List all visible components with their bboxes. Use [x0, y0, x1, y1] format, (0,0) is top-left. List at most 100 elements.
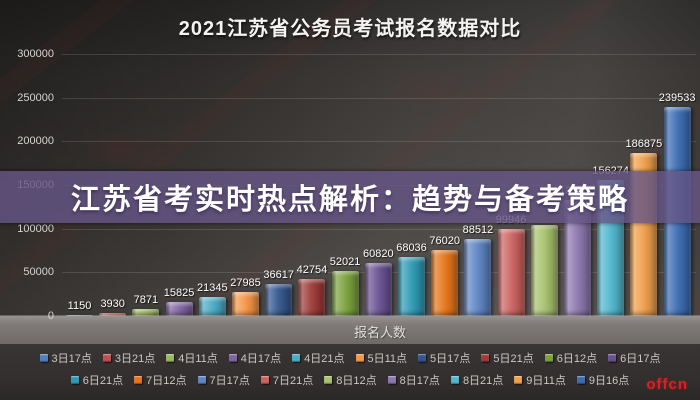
gridline [62, 228, 696, 230]
legend-swatch-icon [228, 354, 237, 362]
bar-7日21点 [497, 229, 525, 316]
legend-label: 6日12点 [556, 353, 598, 365]
legend-label: 4日11点 [178, 353, 218, 365]
bar-value-label: 27985 [230, 277, 261, 289]
chart-floor [0, 316, 700, 344]
legend-swatch-icon [292, 354, 301, 362]
bar-value-label: 42754 [296, 264, 328, 276]
bar-value-label: 239533 [658, 92, 696, 104]
legend-item-8日12点: 8日12点 [324, 372, 377, 388]
legend-item-7日21点: 7日21点 [260, 372, 314, 388]
legend-swatch-icon [197, 376, 206, 384]
bar-value-label: 52021 [329, 256, 361, 268]
bar-4日17点 [165, 302, 193, 316]
bar-5日11点 [232, 292, 259, 316]
y-axis-tick-label: 0 [47, 310, 54, 322]
legend-swatch-icon [70, 376, 79, 384]
bar-value-label: 36617 [263, 269, 294, 281]
bar-6日12点 [331, 271, 359, 316]
legend-swatch-icon [608, 354, 617, 362]
legend-swatch-icon [102, 354, 111, 362]
legend-label: 4日17点 [240, 353, 282, 365]
chart-title: 2021江苏省公务员考试报名数据对比 [178, 18, 522, 40]
headline-banner: 江苏省考实时热点解析：趋势与备考策略 [0, 171, 700, 223]
legend-swatch-icon [514, 376, 523, 384]
legend-item-5日17点: 5日17点 [418, 350, 470, 366]
legend-label: 3日21点 [114, 353, 156, 365]
legend-swatch-icon [355, 354, 364, 362]
bar-4日11点 [132, 309, 160, 316]
bar-value-label: 68036 [396, 242, 427, 254]
legend-swatch-icon [387, 376, 396, 384]
y-axis-tick-label: 100000 [17, 222, 54, 235]
legend-row-2: 6日21点 7日12点 7日17点 7日21点 8日12点 8日17点 8日21点 9日11点… [0, 372, 700, 388]
legend-swatch-icon [39, 354, 48, 362]
legend-item-8日21点: 8日21点 [450, 372, 504, 388]
bar-3日21点 [99, 313, 127, 316]
legend-item-8日17点: 8日17点 [387, 372, 440, 388]
bar-value-label: 186875 [625, 138, 663, 150]
legend-item-9日11点: 9日11点 [514, 372, 566, 388]
legend-swatch-icon [450, 376, 459, 384]
legend-item-6日21点: 6日21点 [70, 372, 124, 388]
legend-row-1: 3日17点 3日21点 4日11点 4日17点 4日21点 5日11点 5日17点 5日21点… [0, 350, 700, 366]
y-axis-tick-label: 200000 [17, 135, 54, 148]
legend-item-3日21点: 3日21点 [102, 350, 156, 366]
gridline [62, 54, 696, 55]
bar-value-label: 76020 [429, 235, 460, 247]
legend-label: 5日11点 [367, 353, 408, 365]
legend-swatch-icon [576, 376, 585, 384]
y-axis-tick-label: 300000 [17, 48, 54, 60]
legend-label: 8日17点 [399, 375, 440, 387]
legend-item-5日21点: 5日21点 [481, 350, 534, 366]
legend-label: 7日21点 [272, 375, 314, 387]
bar-6日17点 [364, 263, 392, 316]
bar-5日17点 [265, 284, 293, 316]
legend-label: 9日16点 [588, 375, 630, 387]
offcn-watermark: offcn [646, 376, 688, 393]
legend-item-3日17点: 3日17点 [39, 350, 92, 366]
legend-label: 4日21点 [304, 353, 345, 365]
legend-swatch-icon [418, 354, 427, 362]
legend-swatch-icon [134, 376, 143, 384]
bar-value-label: 1150 [67, 300, 92, 312]
legend-swatch-icon [544, 354, 553, 362]
legend-label: 8日12点 [336, 375, 377, 387]
bar-3日17点 [66, 315, 93, 316]
y-axis-tick-label: 50000 [23, 266, 54, 279]
legend-label: 5日17点 [430, 353, 471, 365]
bar-value-label: 60820 [363, 248, 394, 260]
legend-item-7日17点: 7日17点 [197, 372, 250, 388]
legend-label: 3日17点 [51, 353, 92, 365]
legend-label: 7日17点 [209, 375, 250, 387]
legend-swatch-icon [260, 376, 269, 384]
y-axis-tick-label: 250000 [17, 91, 54, 104]
legend-item-4日17点: 4日17点 [228, 350, 282, 366]
bar-8日12点 [530, 225, 558, 316]
bar-7日12点 [431, 250, 459, 316]
bar-value-label: 7871 [133, 294, 159, 306]
legend-item-5日11点: 5日11点 [355, 350, 408, 366]
legend-label: 9日11点 [526, 375, 566, 387]
legend-swatch-icon [166, 354, 175, 362]
legend-swatch-icon [324, 376, 333, 384]
legend-label: 8日21点 [462, 375, 504, 387]
headline-text: 江苏省考实时热点解析：趋势与备考策略 [70, 184, 629, 216]
bar-4日21点 [198, 297, 226, 316]
legend-label: 6日21点 [82, 375, 124, 387]
bar-7日17点 [464, 239, 492, 316]
legend-label: 5日21点 [493, 353, 534, 365]
legend-area: 3日17点 3日21点 4日11点 4日17点 4日21点 5日11点 5日17点 5日21点… [0, 344, 700, 400]
bar-value-label: 21345 [197, 282, 228, 294]
legend-label: 7日12点 [146, 375, 187, 387]
x-axis-title: 报名人数 [353, 325, 406, 340]
legend-label: 6日17点 [620, 353, 661, 365]
gridline [62, 141, 696, 143]
legend-item-4日21点: 4日21点 [292, 350, 345, 366]
legend-item-6日12点: 6日12点 [544, 350, 598, 366]
legend-item-4日11点: 4日11点 [166, 350, 218, 366]
bar-value-label: 3930 [100, 298, 125, 310]
bar-value-label: 88512 [462, 224, 494, 236]
bar-5日21点 [298, 279, 326, 316]
